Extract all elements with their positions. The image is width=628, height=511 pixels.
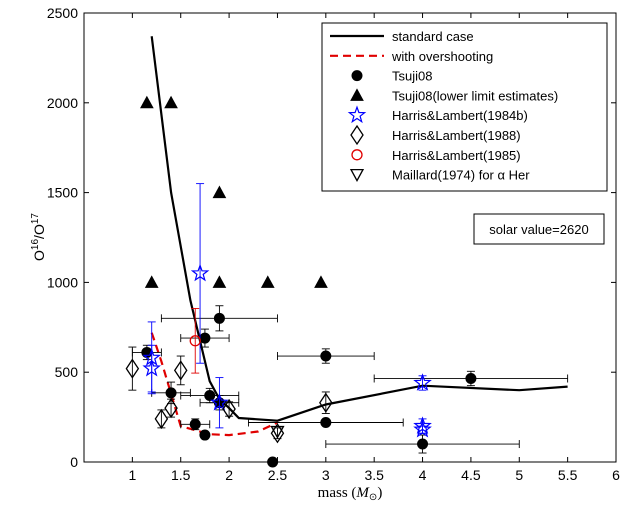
x-tick-label: 5 bbox=[515, 467, 523, 483]
legend-marker bbox=[351, 70, 363, 82]
y-axis-ticks: 0 500 1000 1500 2000 2500 bbox=[47, 5, 616, 470]
legend-label: standard case bbox=[392, 29, 474, 44]
legend-label: Harris&Lambert(1985) bbox=[392, 148, 521, 163]
data-point bbox=[199, 332, 211, 344]
legend-label: Maillard(1974) for α Her bbox=[392, 168, 530, 183]
legend-marker bbox=[349, 168, 365, 182]
data-point bbox=[212, 185, 227, 199]
annotation-box bbox=[473, 213, 605, 245]
y-tick-label: 2000 bbox=[47, 95, 78, 111]
x-tick-label: 3 bbox=[322, 467, 330, 483]
data-point bbox=[212, 275, 227, 288]
legend-marker bbox=[350, 124, 364, 146]
legend-label: Tsuji08 bbox=[392, 69, 432, 84]
legend-item: Harris&Lambert(1985) bbox=[351, 148, 521, 163]
data-point bbox=[319, 392, 333, 413]
data-point bbox=[213, 312, 225, 324]
data-point bbox=[144, 275, 159, 288]
y-tick-label: 0 bbox=[70, 454, 78, 470]
data-point bbox=[260, 275, 275, 288]
series-line bbox=[150, 36, 568, 422]
x-tick-label: 2 bbox=[225, 467, 233, 483]
x-tick-label: 1.5 bbox=[171, 467, 191, 483]
data-point bbox=[140, 95, 154, 109]
data-point bbox=[267, 456, 279, 468]
legend-item: standard case bbox=[330, 29, 474, 44]
y-tick-label: 1500 bbox=[47, 185, 78, 201]
y-tick-label: 2500 bbox=[47, 5, 78, 21]
data-point bbox=[164, 95, 178, 109]
data-point bbox=[210, 392, 229, 411]
legend-marker bbox=[347, 105, 367, 124]
data-point bbox=[165, 387, 177, 399]
x-tick-label: 3.5 bbox=[364, 467, 384, 483]
x-tick-label: 5.5 bbox=[558, 467, 578, 483]
x-tick-label: 6 bbox=[612, 467, 620, 483]
data-point bbox=[320, 416, 332, 428]
legend-label: Tsuji08(lower limit estimates) bbox=[392, 88, 558, 103]
legend-label: Harris&Lambert(1984b) bbox=[392, 108, 528, 123]
data-point bbox=[413, 419, 432, 438]
data-point bbox=[465, 372, 477, 384]
data-point bbox=[189, 335, 201, 347]
series-1 bbox=[150, 332, 278, 437]
x-tick-label: 2.5 bbox=[268, 467, 288, 483]
series-7 bbox=[270, 425, 285, 439]
x-tick-label: 1 bbox=[128, 467, 136, 483]
legend-item: with overshooting bbox=[330, 49, 493, 64]
data-point bbox=[417, 438, 429, 450]
data-point bbox=[199, 429, 211, 441]
series-6 bbox=[189, 307, 201, 374]
solar-value-annotation: solar value=2620 bbox=[473, 213, 605, 245]
data-point bbox=[125, 358, 140, 379]
y-tick-label: 1000 bbox=[47, 274, 78, 290]
legend-item: Maillard(1974) for α Her bbox=[349, 168, 530, 183]
x-tick-label: 4.5 bbox=[461, 467, 481, 483]
x-tick-label: 4 bbox=[419, 467, 427, 483]
data-point bbox=[320, 350, 332, 362]
data-point bbox=[222, 398, 236, 420]
legend-label: with overshooting bbox=[391, 49, 493, 64]
data-point bbox=[173, 360, 188, 381]
data-point bbox=[204, 390, 216, 402]
legend-item: Harris&Lambert(1988) bbox=[350, 124, 521, 146]
data-point bbox=[154, 408, 169, 430]
legend-label: Harris&Lambert(1988) bbox=[392, 128, 521, 143]
series-3 bbox=[140, 95, 328, 288]
legend-marker bbox=[351, 149, 363, 161]
data-point bbox=[189, 418, 201, 430]
series-line bbox=[150, 332, 278, 437]
chart-marks bbox=[125, 36, 569, 468]
x-axis-ticks: 1 1.5 2 2.5 3 3.5 4 4.5 5 5.5 6 bbox=[128, 13, 620, 483]
data-point bbox=[270, 425, 285, 439]
legend-item: Harris&Lambert(1984b) bbox=[347, 105, 528, 124]
annotation-text: solar value=2620 bbox=[489, 222, 588, 237]
y-axis-label: O16/O17 bbox=[30, 213, 47, 261]
y-tick-label: 500 bbox=[55, 364, 79, 380]
legend-item: Tsuji08(lower limit estimates) bbox=[350, 88, 558, 103]
data-point bbox=[190, 263, 210, 282]
legend-marker bbox=[350, 88, 364, 101]
legend-item: Tsuji08 bbox=[351, 69, 432, 84]
data-point bbox=[413, 373, 432, 391]
data-point bbox=[164, 397, 178, 419]
data-point bbox=[142, 358, 161, 377]
series-5 bbox=[125, 346, 333, 444]
data-point bbox=[314, 275, 328, 288]
series-0 bbox=[150, 36, 568, 422]
x-axis-label: mass (M⊙) bbox=[318, 485, 383, 503]
legend: standard case with overshooting Tsuji08 Tsu… bbox=[321, 22, 608, 192]
series-4 bbox=[142, 183, 432, 438]
legend-box bbox=[321, 22, 608, 192]
